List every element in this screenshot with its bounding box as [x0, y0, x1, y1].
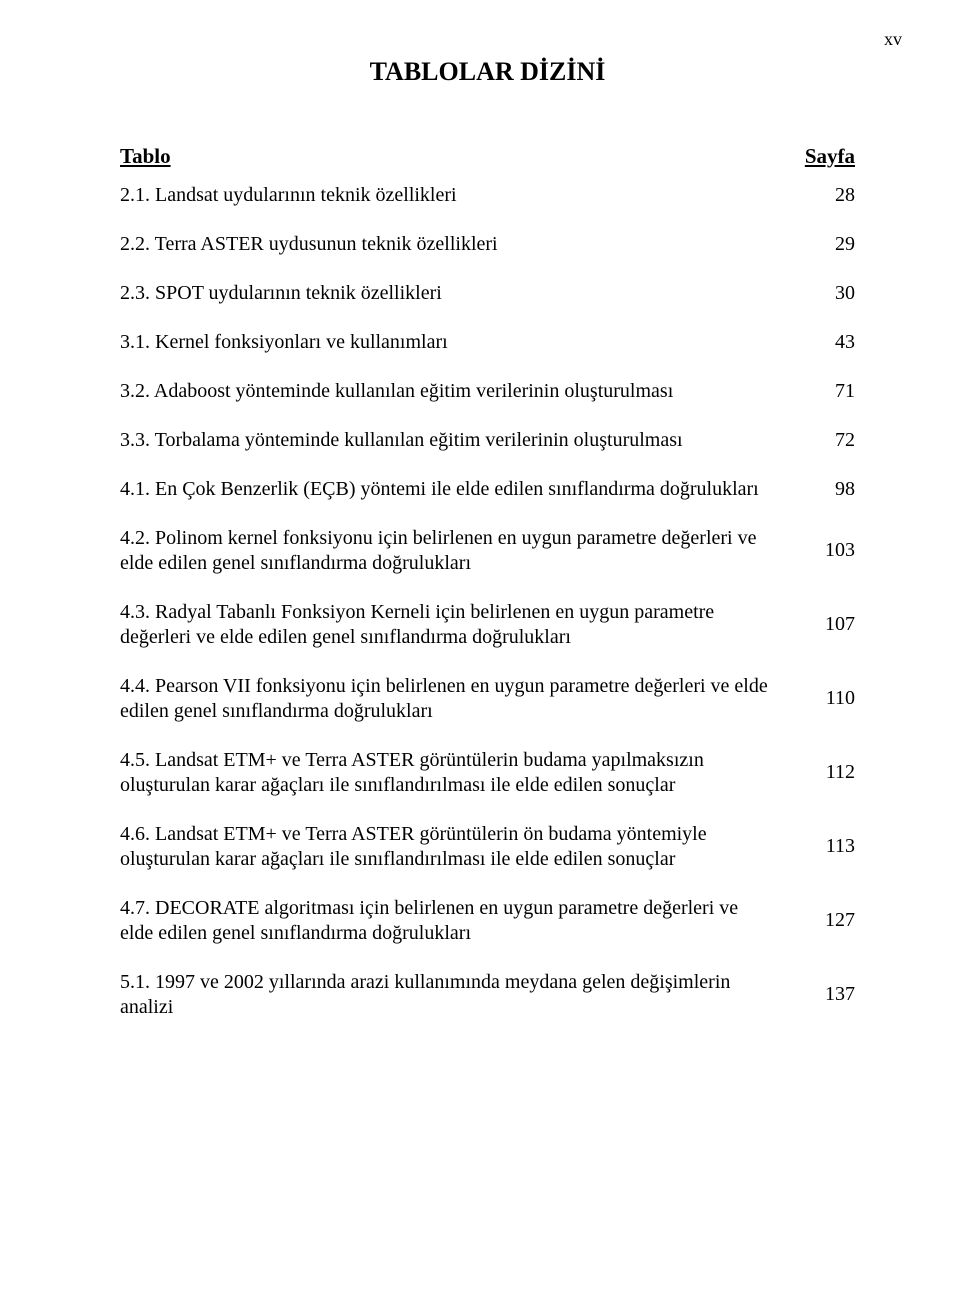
toc-entry: 4.1. En Çok Benzerlik (EÇB) yöntemi ile …: [120, 477, 855, 502]
toc-entry: 3.1. Kernel fonksiyonları ve kullanımlar…: [120, 330, 855, 355]
toc-entry-page: 113: [805, 834, 855, 859]
toc-entry-text: 2.3. SPOT uydularının teknik özellikleri: [120, 281, 805, 306]
toc-entry: 4.7. DECORATE algoritması için belirlene…: [120, 896, 855, 946]
toc-entry-text: 4.6. Landsat ETM+ ve Terra ASTER görüntü…: [120, 822, 805, 872]
toc-entry-text: 4.2. Polinom kernel fonksiyonu için beli…: [120, 526, 805, 576]
toc-entry-page: 71: [805, 379, 855, 404]
toc-entry-page: 107: [805, 612, 855, 637]
toc-entry-page: 29: [805, 232, 855, 257]
toc-header-left: Tablo: [120, 143, 171, 169]
toc-entry: 4.5. Landsat ETM+ ve Terra ASTER görüntü…: [120, 748, 855, 798]
document-page: xv TABLOLAR DİZİNİ Tablo Sayfa 2.1. Land…: [0, 0, 960, 1304]
toc-entry-page: 103: [805, 538, 855, 563]
toc-entry-page: 43: [805, 330, 855, 355]
toc-entry-text: 2.1. Landsat uydularının teknik özellikl…: [120, 183, 805, 208]
toc-entry-text: 4.1. En Çok Benzerlik (EÇB) yöntemi ile …: [120, 477, 805, 502]
toc-entry-text: 4.3. Radyal Tabanlı Fonksiyon Kerneli iç…: [120, 600, 805, 650]
toc-entries: 2.1. Landsat uydularının teknik özellikl…: [120, 183, 855, 1020]
toc-entry-text: 4.5. Landsat ETM+ ve Terra ASTER görüntü…: [120, 748, 805, 798]
toc-header-right: Sayfa: [805, 143, 855, 169]
toc-entry: 4.4. Pearson VII fonksiyonu için belirle…: [120, 674, 855, 724]
toc-entry: 2.3. SPOT uydularının teknik özellikleri…: [120, 281, 855, 306]
toc-entry-text: 4.7. DECORATE algoritması için belirlene…: [120, 896, 805, 946]
toc-entry-text: 5.1. 1997 ve 2002 yıllarında arazi kulla…: [120, 970, 805, 1020]
toc-entry-page: 72: [805, 428, 855, 453]
toc-entry-page: 98: [805, 477, 855, 502]
toc-entry-text: 4.4. Pearson VII fonksiyonu için belirle…: [120, 674, 805, 724]
toc-entry: 3.2. Adaboost yönteminde kullanılan eğit…: [120, 379, 855, 404]
toc-entry-page: 112: [805, 760, 855, 785]
toc-entry: 4.6. Landsat ETM+ ve Terra ASTER görüntü…: [120, 822, 855, 872]
toc-entry-text: 3.1. Kernel fonksiyonları ve kullanımlar…: [120, 330, 805, 355]
toc-entry: 2.1. Landsat uydularının teknik özellikl…: [120, 183, 855, 208]
toc-header-row: Tablo Sayfa: [120, 143, 855, 169]
toc-entry-page: 110: [805, 686, 855, 711]
page-number: xv: [884, 28, 902, 51]
toc-entry-text: 3.2. Adaboost yönteminde kullanılan eğit…: [120, 379, 805, 404]
toc-entry: 3.3. Torbalama yönteminde kullanılan eği…: [120, 428, 855, 453]
toc-entry-page: 137: [805, 982, 855, 1007]
page-title: TABLOLAR DİZİNİ: [120, 56, 855, 89]
toc-entry: 4.3. Radyal Tabanlı Fonksiyon Kerneli iç…: [120, 600, 855, 650]
toc-entry: 5.1. 1997 ve 2002 yıllarında arazi kulla…: [120, 970, 855, 1020]
toc-entry-page: 30: [805, 281, 855, 306]
toc-entry-page: 127: [805, 908, 855, 933]
toc-entry-page: 28: [805, 183, 855, 208]
toc-entry-text: 3.3. Torbalama yönteminde kullanılan eği…: [120, 428, 805, 453]
toc-entry: 2.2. Terra ASTER uydusunun teknik özelli…: [120, 232, 855, 257]
toc-entry-text: 2.2. Terra ASTER uydusunun teknik özelli…: [120, 232, 805, 257]
toc-entry: 4.2. Polinom kernel fonksiyonu için beli…: [120, 526, 855, 576]
